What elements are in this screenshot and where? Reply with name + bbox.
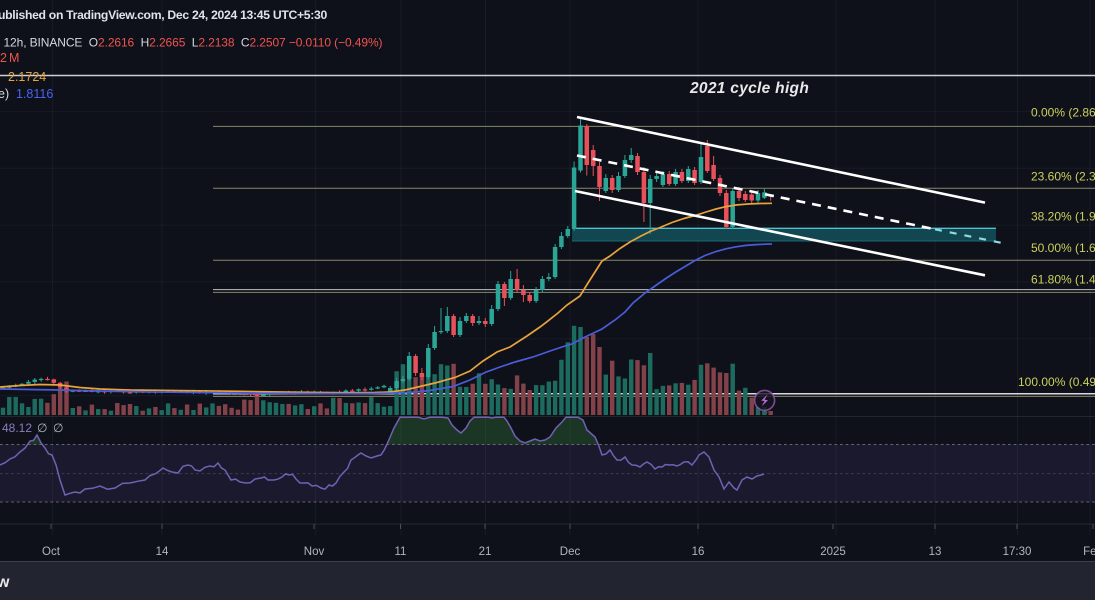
svg-text:13: 13 (929, 546, 942, 558)
svg-text:, 12h, BINANCE O2.2616 H2.26: , 12h, BINANCE O2.2616 H2.2665 L2.2138 C… (0, 36, 383, 50)
svg-text:2025: 2025 (820, 546, 846, 558)
svg-text:0.00% (2.868: 0.00% (2.868 (1031, 105, 1095, 119)
svg-text:Dec: Dec (560, 546, 581, 558)
svg-text:61.80% (1.403: 61.80% (1.403 (1031, 272, 1095, 286)
svg-text:38.20% (1.962: 38.20% (1.962 (1031, 209, 1095, 223)
svg-text:Feb: Feb (1083, 546, 1095, 558)
svg-text:274: 274 (757, 409, 768, 416)
svg-text:100.00% (0.497: 100.00% (0.497 (1018, 375, 1095, 389)
svg-text:14: 14 (156, 546, 169, 558)
svg-text:11: 11 (395, 546, 407, 558)
svg-text:48.12: 48.12 (2, 421, 32, 435)
svg-text:Nov: Nov (304, 546, 325, 558)
svg-text:∅: ∅ (37, 421, 47, 435)
svg-text:ublished on TradingView.com, D: ublished on TradingView.com, Dec 24, 202… (0, 8, 328, 22)
svg-text:∅: ∅ (53, 421, 63, 435)
svg-text:23.60% (2.309: 23.60% (2.309 (1031, 170, 1095, 184)
svg-text:17:30: 17:30 (1003, 546, 1032, 558)
svg-text:2021 cycle high: 2021 cycle high (689, 80, 809, 97)
svg-text:2M: 2M (0, 51, 19, 65)
svg-text:50.00% (1.682: 50.00% (1.682 (1031, 241, 1095, 255)
svg-text:16: 16 (692, 546, 705, 558)
svg-text:2.1724: 2.1724 (8, 70, 46, 84)
svg-text:w: w (0, 574, 10, 591)
svg-text:1.8116: 1.8116 (16, 87, 53, 101)
svg-text:e): e) (0, 87, 9, 101)
svg-text:21: 21 (479, 546, 492, 558)
svg-text:Oct: Oct (42, 546, 61, 558)
